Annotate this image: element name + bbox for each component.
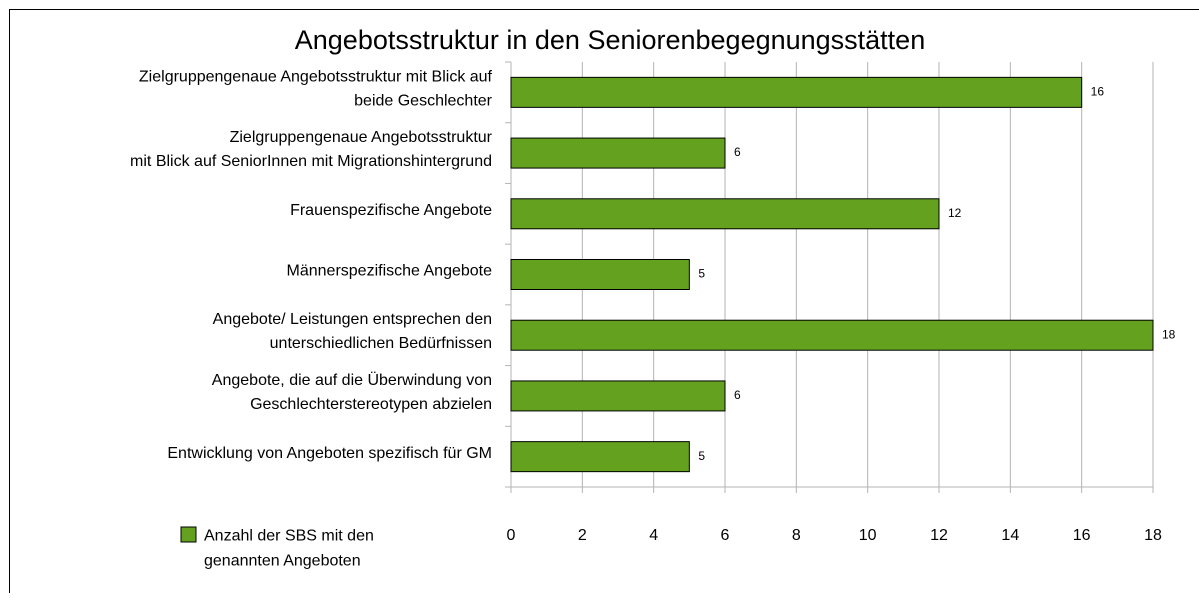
value-label: 5 — [698, 267, 705, 281]
chart-title: Angebotsstruktur in den Seniorenbegegnun… — [295, 25, 925, 55]
x-tick-label: 14 — [1001, 527, 1019, 544]
x-tick-label: 0 — [507, 527, 516, 544]
bar — [511, 320, 1153, 350]
bar — [511, 138, 725, 168]
value-label: 6 — [734, 145, 741, 159]
x-tick-label: 2 — [578, 527, 587, 544]
x-tick-label: 10 — [859, 527, 877, 544]
x-tick-label: 12 — [930, 527, 948, 544]
x-tick-label: 16 — [1073, 527, 1091, 544]
value-label: 12 — [948, 206, 962, 220]
bar — [511, 381, 725, 411]
x-tick-label: 4 — [649, 527, 658, 544]
bar — [511, 260, 689, 290]
value-label: 16 — [1091, 85, 1105, 99]
bar — [511, 77, 1082, 107]
y-tick-label: Männerspezifische Angebote — [287, 263, 493, 280]
value-label: 5 — [698, 449, 705, 463]
y-tick-label: Entwicklung von Angeboten spezifisch für… — [167, 445, 492, 462]
y-tick-label: Zielgruppengenaue Angebotsstruktur mit B… — [139, 69, 493, 110]
x-tick-label: 6 — [721, 527, 730, 544]
y-tick-label: Frauenspezifische Angebote — [290, 202, 492, 219]
value-label: 18 — [1162, 327, 1176, 341]
bar — [511, 442, 689, 472]
legend-swatch — [181, 527, 196, 542]
x-tick-label: 18 — [1144, 527, 1162, 544]
x-tick-label: 8 — [792, 527, 801, 544]
value-label: 6 — [734, 388, 741, 402]
bar — [511, 199, 939, 229]
